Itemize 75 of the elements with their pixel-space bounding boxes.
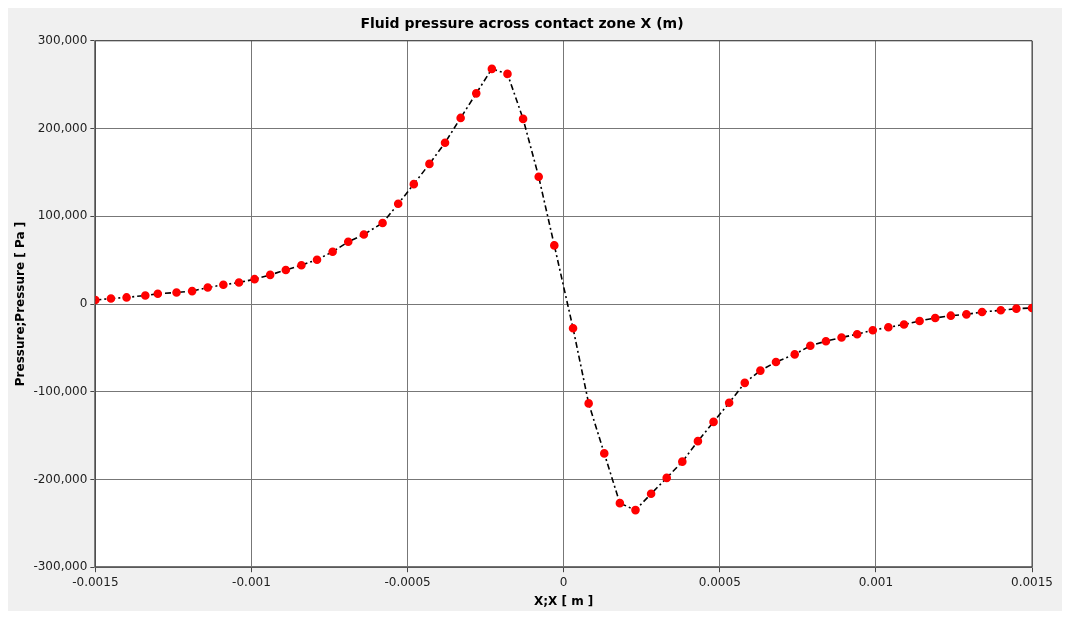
point (599, 449, 609, 458)
point (915, 316, 924, 326)
x-tick-label: 0.0005 (698, 574, 741, 589)
point (662, 473, 672, 483)
point (187, 286, 197, 296)
point (899, 320, 909, 329)
point (250, 274, 259, 284)
point (771, 357, 781, 367)
y-tick-label: 300,000 (37, 32, 88, 47)
y-tick-label: -300,000 (33, 559, 88, 574)
point (487, 64, 497, 74)
point (930, 313, 940, 323)
point (393, 199, 403, 209)
point (106, 294, 116, 303)
point (471, 89, 481, 98)
point (962, 310, 971, 319)
point (615, 498, 625, 508)
point (378, 218, 387, 228)
x-axis-title: X;X [ m ] (534, 593, 594, 608)
chart-title: Fluid pressure across contact zone X (m) (360, 15, 684, 32)
x-tick-label: 0.0015 (1011, 574, 1053, 589)
point (884, 322, 893, 332)
point (550, 241, 559, 250)
point (234, 278, 244, 287)
point (821, 336, 831, 346)
y-tick-label: -100,000 (33, 383, 88, 398)
y-tick-label: -200,000 (33, 471, 88, 486)
point (281, 265, 291, 275)
y-tick-label: 0 (79, 296, 88, 311)
x-tick-label: -0.0005 (384, 574, 431, 589)
point (343, 237, 353, 247)
point (568, 323, 578, 333)
point (440, 138, 450, 148)
point (806, 341, 815, 351)
point (153, 289, 163, 299)
point (977, 307, 987, 317)
point (631, 505, 640, 515)
point (534, 172, 543, 182)
x-tick-label: 0.001 (858, 574, 894, 589)
point (740, 378, 750, 388)
point (265, 270, 275, 280)
point (1012, 304, 1021, 313)
point (837, 333, 846, 342)
point (756, 366, 765, 375)
point (996, 306, 1006, 315)
point (868, 325, 878, 335)
point (693, 436, 703, 446)
y-tick-label: 100,000 (37, 208, 88, 223)
point (724, 398, 734, 408)
point (328, 247, 337, 257)
x-tick-label: -0.0015 (72, 574, 119, 589)
y-tick-label: 200,000 (37, 120, 88, 135)
point (790, 350, 800, 359)
x-tick-label: -0.001 (232, 574, 271, 589)
point (518, 114, 528, 124)
point (425, 159, 434, 169)
point (172, 288, 181, 297)
point (359, 230, 369, 239)
point (709, 417, 718, 427)
point (122, 293, 131, 302)
point (852, 329, 862, 339)
point (503, 69, 512, 79)
point (646, 489, 656, 499)
point (456, 113, 465, 123)
point (297, 260, 306, 270)
point (141, 291, 150, 300)
point (203, 283, 213, 292)
point (678, 457, 687, 466)
x-tick-label: 0 (559, 574, 568, 589)
point (584, 399, 593, 408)
y-axis-title: Pressure;Pressure [ Pa ] (13, 221, 28, 387)
point (219, 280, 228, 290)
point (312, 255, 322, 264)
point (409, 179, 419, 189)
point (946, 311, 956, 320)
